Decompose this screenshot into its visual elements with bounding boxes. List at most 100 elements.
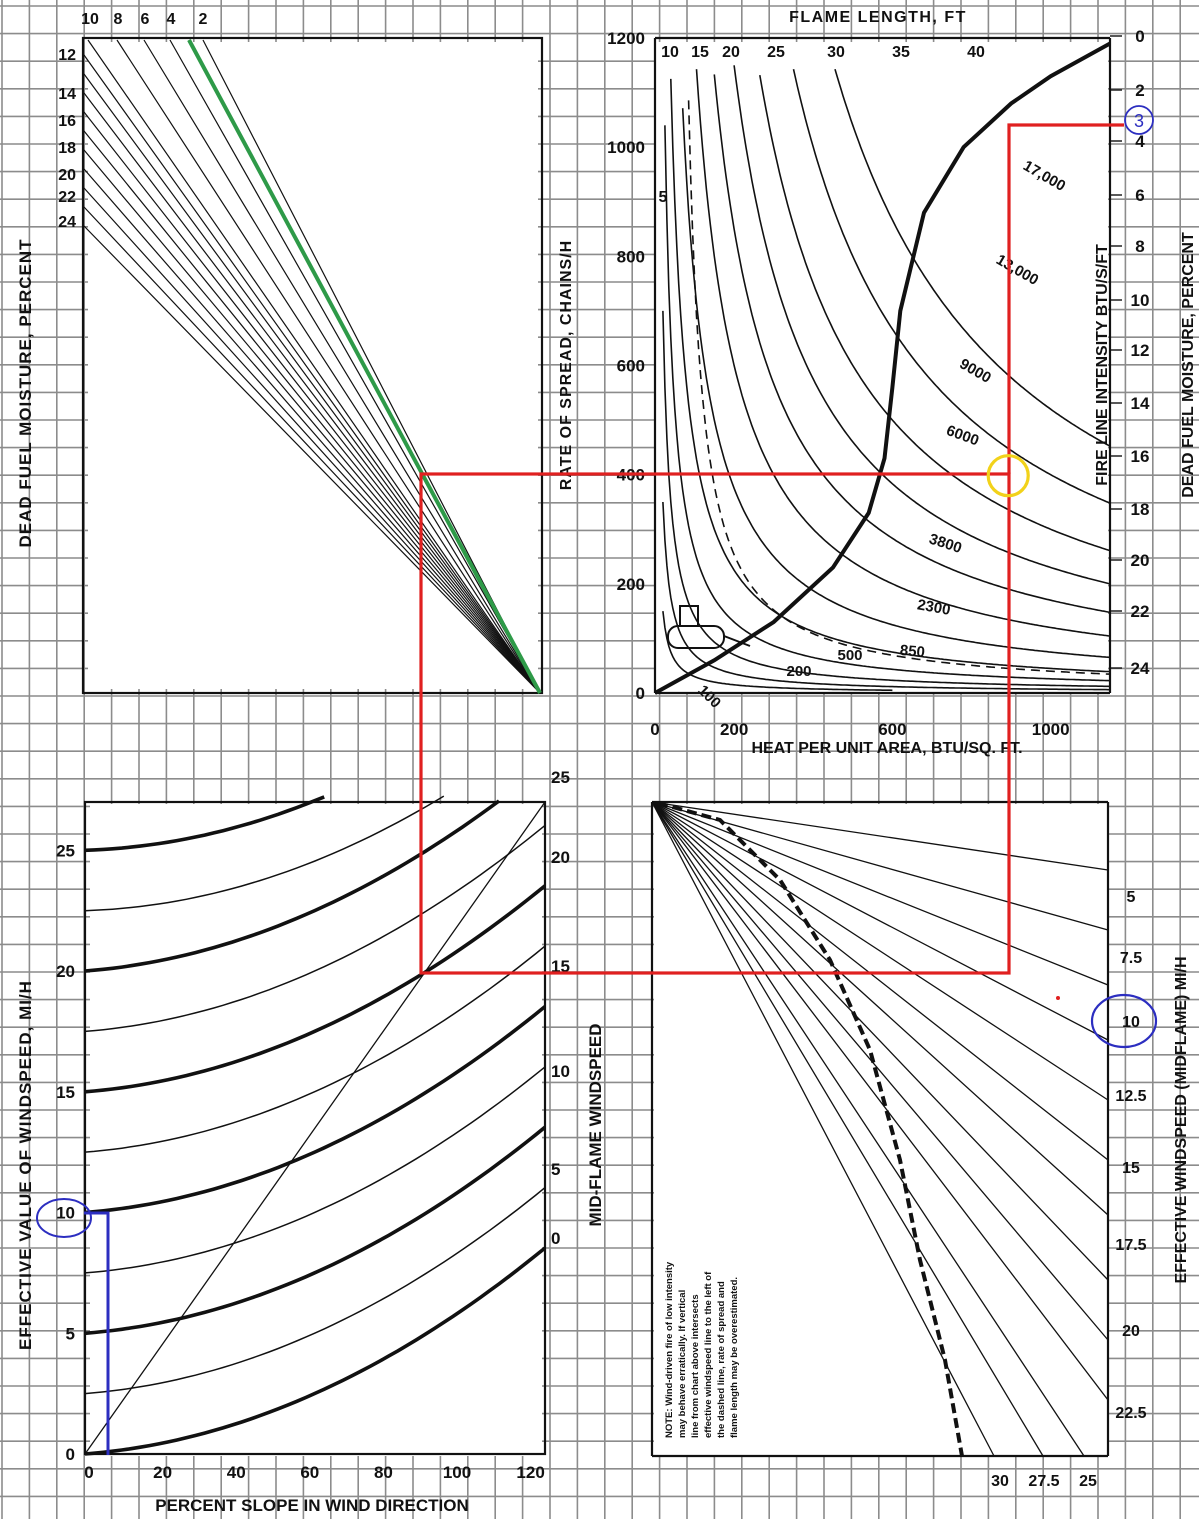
moisture-line <box>87 39 541 694</box>
note-line: may behave erratically. If vertical <box>677 1290 688 1438</box>
moisture-tick-label: 14 <box>1131 394 1150 413</box>
intensity-curve <box>792 69 1111 504</box>
moisture-tick-label: 18 <box>1131 500 1150 519</box>
bulldozer-cab <box>679 605 699 627</box>
midflame-tick-label: 25 <box>551 768 570 787</box>
windspeed-ray <box>651 801 1044 1457</box>
intensity-curve <box>713 74 1111 614</box>
right-label-fire-line-intensity: FIRE LINE INTENSITY BTU/S/FT <box>1094 244 1111 486</box>
top-tick-label: 10 <box>81 11 99 28</box>
y-tick-label: 0 <box>636 684 645 703</box>
windspeed-curve-major <box>84 795 325 853</box>
marker-moisture-value: 3 <box>1134 111 1144 131</box>
y-tick-label: 25 <box>56 841 75 860</box>
diagonal-reference-line <box>84 801 546 1455</box>
bottom-tick-label: 25 <box>1079 1473 1097 1490</box>
right-label-effective-windspeed-midflame: EFFECTIVE WINDSPEED (MIDFLAME) MI/H <box>1173 956 1190 1283</box>
bulldozer-icon <box>667 605 751 649</box>
flame-length-label: 35 <box>892 44 910 61</box>
x-tick-label: 0 <box>84 1463 93 1482</box>
intensity-curve <box>695 69 1111 637</box>
red-construction-rectangle <box>419 472 1011 975</box>
moisture-tick-label: 10 <box>1131 291 1150 310</box>
y-tick-label: 800 <box>617 247 645 266</box>
right-label-dead-fuel-moisture: DEAD FUEL MOISTURE, PERCENT <box>1180 232 1197 498</box>
moisture-line <box>83 149 541 694</box>
right-tick-label: 22.5 <box>1115 1405 1146 1422</box>
right-tick-label: 17.5 <box>1115 1237 1146 1254</box>
bulldozer-blade <box>723 635 751 647</box>
left-tick-label: 24 <box>58 214 76 231</box>
moisture-line <box>169 39 541 694</box>
ylabel-rate-of-spread: RATE OF SPREAD, CHAINS/H <box>558 240 575 490</box>
midflame-tick-label: 5 <box>551 1160 560 1179</box>
moisture-line <box>83 73 541 694</box>
midflame-tick-label: 0 <box>551 1229 560 1248</box>
y-tick-label: 15 <box>56 1083 75 1102</box>
xlabel-percent-slope: PERCENT SLOPE IN WIND DIRECTION <box>155 1496 469 1515</box>
fire-line-intensity-label: 200 <box>786 663 811 680</box>
intensity-curve <box>834 68 1111 447</box>
xlabel-heat-per-unit-area: HEAT PER UNIT AREA, BTU/SQ. FT. <box>751 740 1022 757</box>
moisture-tick-label: 12 <box>1131 341 1150 360</box>
note-line: line from chart above intersects <box>690 1294 701 1438</box>
moisture-tick-label: 2 <box>1135 81 1144 100</box>
bottom-tick-label: 30 <box>991 1473 1009 1490</box>
windspeed-ray <box>651 801 995 1457</box>
moisture-line <box>116 39 541 694</box>
note-line: NOTE: Wind-driven fire of low intensity <box>664 1261 675 1438</box>
windspeed-curve-minor <box>84 1187 546 1395</box>
right-tick-label: 15 <box>1122 1160 1140 1177</box>
top-tick-label: 4 <box>167 11 176 28</box>
note-line: the dashed line, rate of spread and <box>716 1281 727 1438</box>
chart-title-flame-length: FLAME LENGTH, FT <box>789 9 967 26</box>
x-tick-label: 0 <box>650 720 659 739</box>
highlighted-moisture-line-2 <box>187 39 542 694</box>
x-tick-label: 200 <box>720 720 748 739</box>
windspeed-curve-major <box>84 1125 547 1336</box>
plot-area: 5 7.5 10 12.5 15 17.5 20 22.5 30 27.5 25 <box>650 800 1158 1490</box>
moisture-tick-label: 0 <box>1135 27 1144 46</box>
x-tick-label: 1000 <box>1032 720 1070 739</box>
flame-length-label: 40 <box>967 44 985 61</box>
annotation-overlay <box>419 123 1124 975</box>
windspeed-ray <box>651 801 1109 1216</box>
moisture-line <box>143 39 541 694</box>
right-tick-label: 7.5 <box>1120 950 1142 967</box>
moisture-tick-label: 8 <box>1135 237 1144 256</box>
flame-length-label: 15 <box>691 44 709 61</box>
marker-slope-line <box>84 1211 110 1455</box>
windspeed-curve-minor <box>84 945 546 1153</box>
top-tick-labels: 10 8 6 4 2 <box>81 11 207 28</box>
flame-length-label: 25 <box>767 44 785 61</box>
y-tick-label: 600 <box>617 357 645 376</box>
windspeed-curve-major <box>84 884 547 1094</box>
windspeed-ray <box>651 801 1109 1101</box>
windspeed-curve-major <box>84 1246 547 1456</box>
panel-mask <box>654 804 1108 1456</box>
moisture-line <box>83 92 541 694</box>
fire-line-intensity-label: 500 <box>837 647 862 664</box>
windspeed-ray <box>651 801 1109 1401</box>
effective-windspeed-panel: 0 20 40 60 80 100 120 0 5 10 15 20 25 0 5 10 15 20 25 PERC… <box>16 768 605 1515</box>
right-tick-label: 5 <box>1127 889 1136 906</box>
y-tick-label: 1000 <box>607 138 645 157</box>
dead-fuel-moisture-panel: 10 8 6 4 2 12 14 16 18 20 22 24 DEAD FUEL MOISTURE… <box>16 11 544 695</box>
midflame-tick-label: 10 <box>551 1062 570 1081</box>
moisture-line <box>202 39 541 694</box>
x-tick-label: 100 <box>443 1463 471 1482</box>
panel-mask <box>656 42 1108 694</box>
windspeed-ray <box>651 801 1109 871</box>
windspeed-ray <box>651 801 1085 1457</box>
moisture-line <box>83 54 541 694</box>
x-tick-label: 80 <box>374 1463 393 1482</box>
panel-frame <box>81 36 544 695</box>
flame-length-label: 5 <box>659 189 668 206</box>
moisture-line <box>83 225 541 694</box>
moisture-line <box>83 206 541 694</box>
windspeed-curve-minor <box>84 1066 546 1274</box>
marker-circle-3 <box>1124 105 1154 135</box>
moisture-tick-label: 22 <box>1131 602 1150 621</box>
left-tick-label: 16 <box>58 113 76 130</box>
